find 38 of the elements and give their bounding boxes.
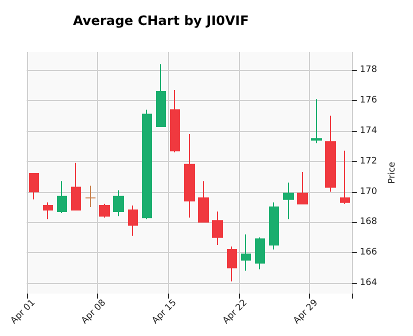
candlestick <box>85 185 96 208</box>
candlestick <box>156 64 166 127</box>
y-tick-label: 178 <box>360 65 378 76</box>
x-tick-label: Apr 15 <box>150 298 179 326</box>
candlestick <box>269 202 279 250</box>
candlestick <box>227 246 237 282</box>
y-axis-title: Price <box>388 161 398 184</box>
y-tick-label: 168 <box>360 217 378 228</box>
candlestick <box>311 98 322 144</box>
chart-title: Average CHart by JI0VIF <box>73 14 249 29</box>
x-tick-label: Apr 08 <box>80 298 108 326</box>
candlestick <box>198 180 209 223</box>
candlestick <box>340 150 350 204</box>
candlestick <box>255 236 265 270</box>
candlestick <box>297 172 308 204</box>
x-tick-label: Apr 22 <box>221 298 250 326</box>
candlestick <box>71 162 81 211</box>
candlestick <box>57 180 67 214</box>
candlestick <box>99 203 110 218</box>
candlestick <box>43 202 53 220</box>
candlestick <box>29 173 39 200</box>
candlestick <box>170 89 180 153</box>
y-tick-label: 172 <box>360 156 378 166</box>
y-tick-label: 164 <box>360 278 378 288</box>
y-tick-label: 174 <box>360 126 378 136</box>
candlestick <box>325 115 336 192</box>
candlestick <box>113 190 124 217</box>
x-tick-label: Apr 01 <box>9 298 38 326</box>
x-tick-label: Apr 29 <box>292 298 320 326</box>
y-tick-label: 166 <box>360 248 378 258</box>
candlestick <box>283 182 294 220</box>
candlestick <box>142 109 152 220</box>
candlestick <box>241 234 251 272</box>
candlestick <box>212 211 223 246</box>
candlestick <box>128 204 138 236</box>
y-tick-label: 176 <box>360 96 378 106</box>
y-tick-label: 170 <box>360 186 378 197</box>
candlestick <box>184 134 195 218</box>
